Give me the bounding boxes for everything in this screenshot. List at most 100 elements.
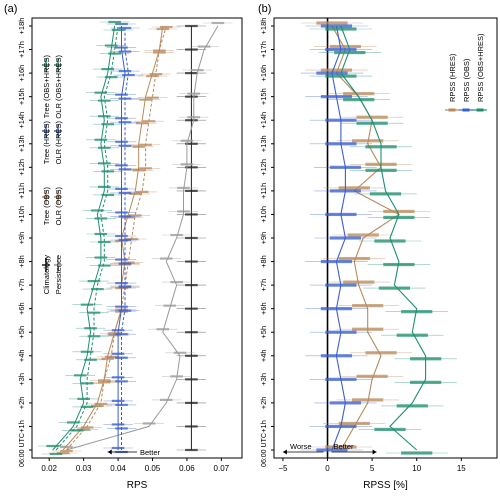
series-line — [340, 25, 427, 451]
y-tick-label: 06:00 UTC — [19, 433, 26, 467]
data-box — [401, 451, 433, 455]
y-tick-label: +7h — [259, 279, 268, 292]
y-tick-label: +5h — [17, 326, 26, 339]
data-box — [73, 374, 87, 377]
y-tick-label: +17h — [259, 41, 268, 58]
data-box — [101, 68, 115, 71]
data-box — [320, 68, 353, 72]
data-box — [153, 51, 166, 54]
annotation-worse: Worse — [290, 442, 312, 451]
data-box — [401, 310, 433, 314]
data-box — [80, 303, 94, 306]
data-box — [118, 309, 132, 312]
y-tick-label: +8h — [17, 255, 26, 268]
data-box — [170, 281, 183, 284]
panel-label: (b) — [258, 3, 271, 15]
legend-swatch-box — [448, 108, 456, 112]
y-tick-label: +2h — [259, 397, 268, 410]
legend-label: RPSS (OBS+HRES) — [476, 33, 485, 102]
y-tick-label: +8h — [259, 255, 268, 268]
data-box — [356, 115, 388, 119]
series-olr-obs-hres- — [41, 25, 133, 456]
y-tick-label: +7h — [17, 279, 26, 292]
panel-b: (b) 06:00 UTC+1h +2h +3h +4h +5h +6h +7h +8h +9h +… — [258, 3, 498, 491]
data-box — [396, 404, 428, 408]
data-box — [108, 52, 121, 55]
x-tick-label: 0.03 — [76, 464, 92, 473]
data-box — [97, 240, 111, 244]
x-tick-label: 0.02 — [41, 464, 57, 473]
data-box — [87, 280, 101, 283]
data-box — [356, 121, 388, 125]
series-line — [52, 25, 116, 451]
y-tick-label: +9h — [17, 232, 26, 245]
data-box — [343, 98, 375, 102]
legend-label: Tree (OBS) — [42, 186, 51, 225]
y-tick-label: +18h — [17, 18, 26, 35]
series-tree-hres- — [103, 22, 140, 450]
data-box — [142, 422, 156, 425]
data-box — [338, 186, 370, 190]
data-box — [383, 215, 415, 220]
legend-label: Tree (HRES) — [42, 121, 51, 165]
y-tick-label: 06:00 UTC — [261, 433, 268, 467]
series-line — [121, 26, 129, 450]
series-line — [66, 25, 167, 451]
data-box — [325, 74, 357, 78]
x-tick-label: 0.07 — [214, 464, 230, 473]
y-tick-label: +17h — [17, 41, 26, 58]
y-tick-label: +6h — [259, 302, 268, 315]
data-box — [91, 288, 104, 291]
y-tick-label: +6h — [17, 302, 26, 315]
data-box — [97, 146, 111, 149]
data-box — [334, 50, 366, 55]
data-box — [94, 232, 108, 236]
data-box — [347, 233, 379, 237]
panel-label: (a) — [4, 3, 17, 15]
annotation-better: Better — [140, 448, 161, 457]
data-box — [104, 44, 118, 47]
data-box — [197, 45, 211, 48]
y-tick-label: +1h — [259, 420, 268, 433]
data-box — [329, 44, 361, 49]
legend-label: OLR (HRES) — [54, 121, 63, 165]
panel-a: (a) 06:00 UTC+1h +2h +3h +4h +5h +6h +7h +8h +9h +… — [4, 3, 243, 491]
data-box — [104, 76, 118, 79]
data-box — [338, 421, 370, 426]
data-box — [365, 351, 397, 355]
data-box — [84, 327, 97, 330]
data-box — [94, 217, 108, 220]
data-box — [338, 256, 370, 261]
data-box — [396, 333, 428, 337]
data-box — [101, 123, 115, 126]
series-tree-obs-hres- — [37, 20, 130, 451]
data-box — [115, 380, 128, 383]
data-box — [56, 451, 70, 455]
legend-swatch-box — [476, 108, 484, 112]
data-box — [159, 257, 173, 260]
data-box — [101, 193, 115, 196]
y-tick-label: +16h — [259, 65, 268, 82]
legend-label: OLR (OBS+HRES) — [54, 55, 63, 119]
y-tick-label: +3h — [259, 373, 268, 386]
data-box — [170, 233, 183, 237]
data-box — [128, 214, 142, 217]
x-tick-label: 0.04 — [110, 464, 126, 473]
data-box — [108, 332, 121, 335]
data-box — [67, 421, 80, 424]
series-persistence — [51, 21, 233, 451]
x-tick-label: 5 — [370, 464, 375, 473]
data-box — [325, 445, 357, 449]
data-box — [115, 22, 128, 26]
x-tick-label: 15 — [457, 464, 466, 473]
data-box — [146, 75, 159, 78]
data-box — [128, 192, 142, 195]
y-tick-label: +14h — [17, 112, 26, 129]
data-box — [77, 428, 90, 431]
data-box — [383, 209, 415, 214]
series-rpss-obs-hres- — [309, 25, 457, 455]
x-axis-label: RPS — [127, 480, 148, 491]
data-box — [97, 162, 111, 165]
data-box — [94, 138, 108, 141]
